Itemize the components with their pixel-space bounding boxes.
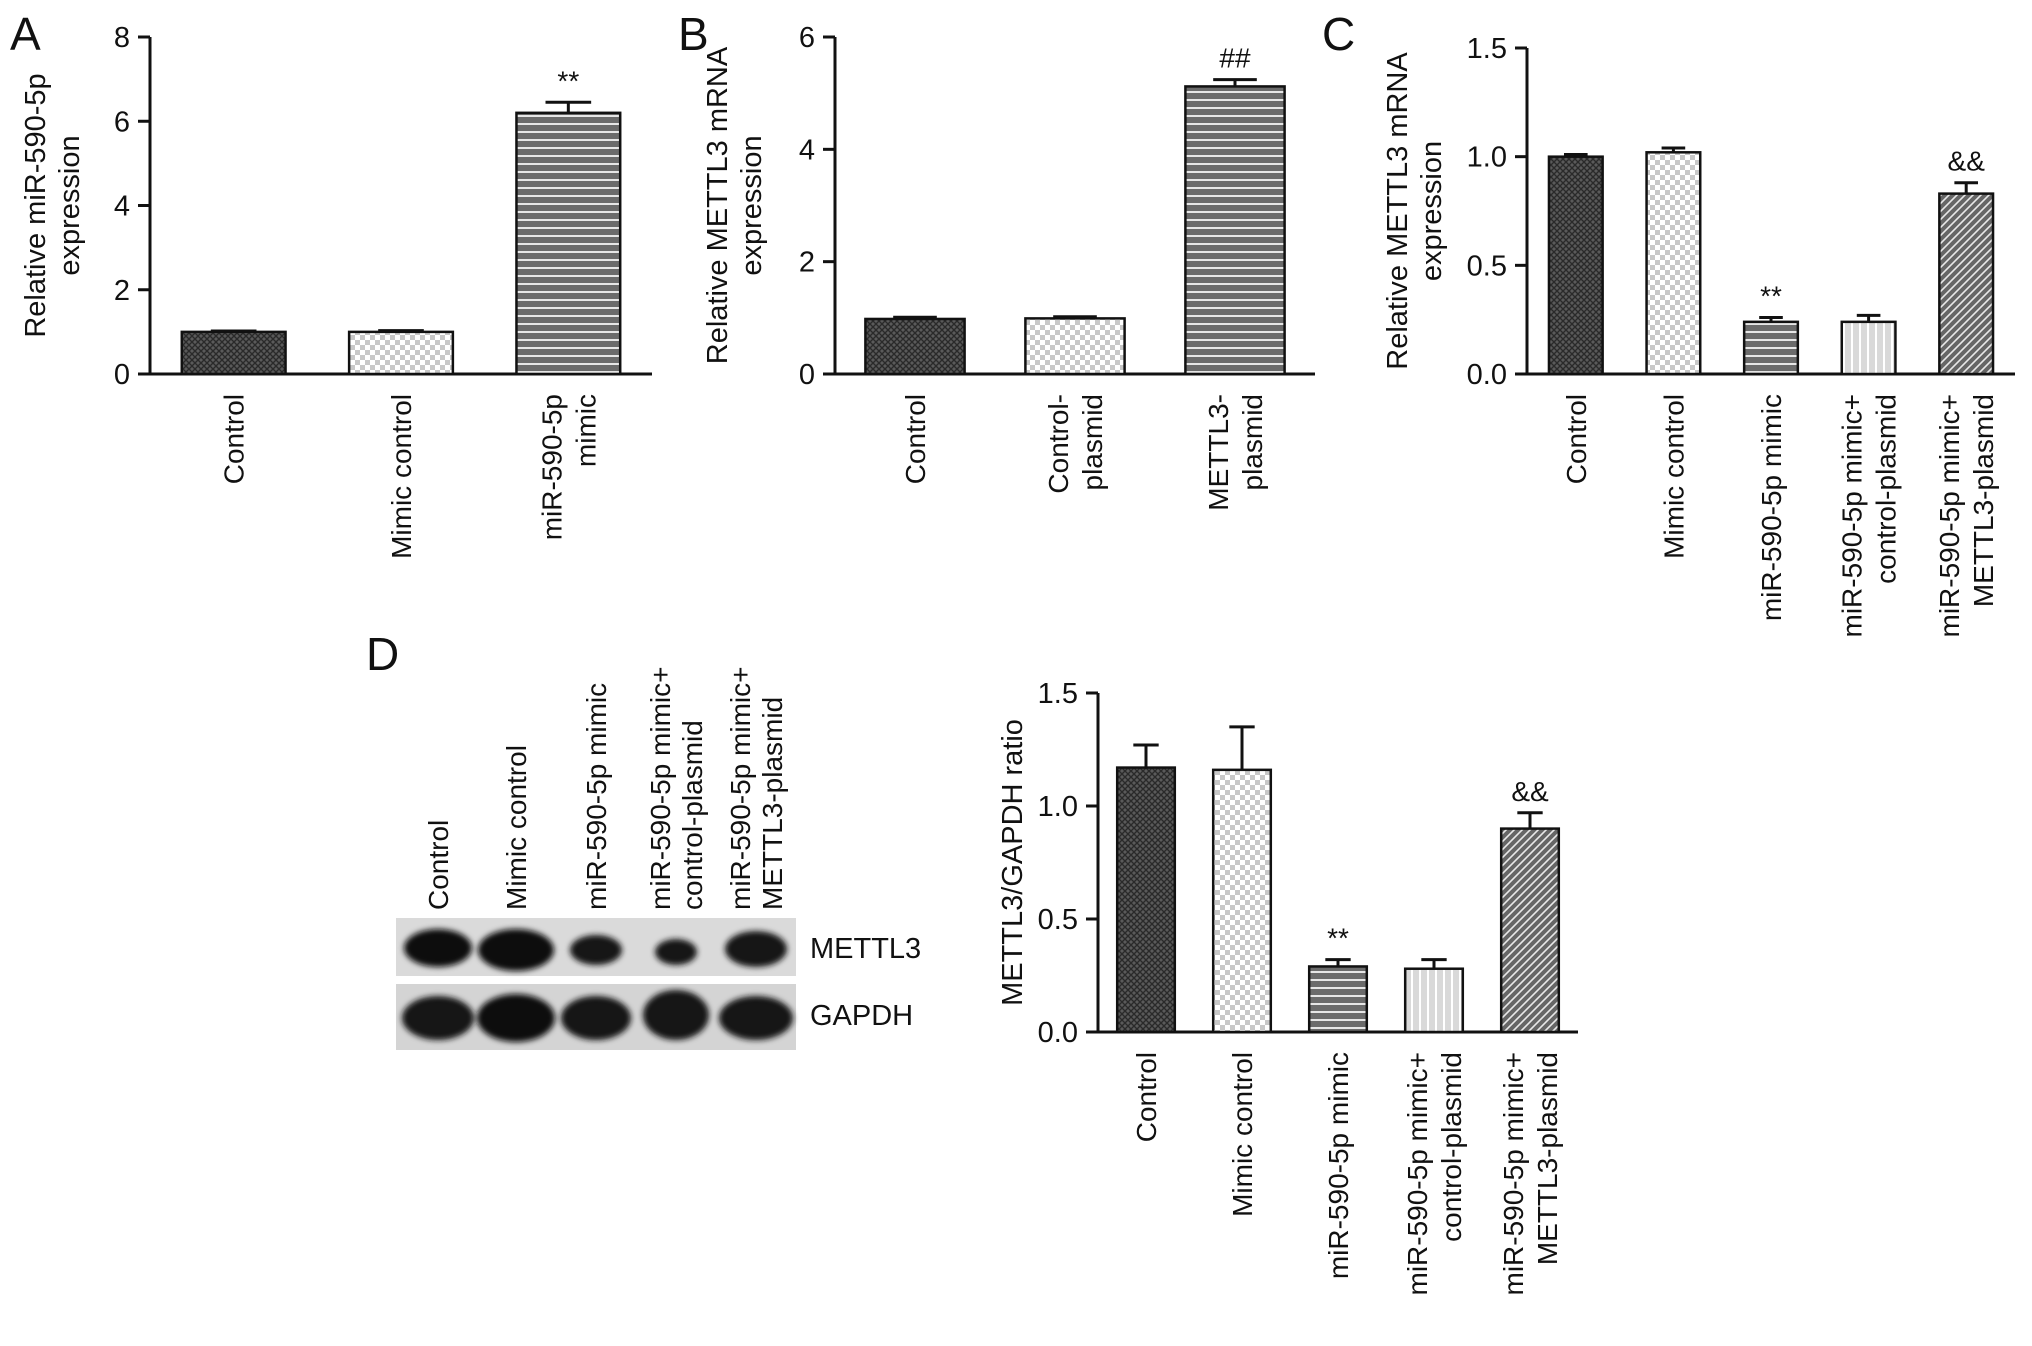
y-tick-label: 0.0 <box>1038 1017 1078 1049</box>
bar <box>1645 151 1702 376</box>
bar <box>180 330 287 376</box>
chart-panel-b: 0 2 4 6 Relative METTL3 mRNAexpression Contro… <box>702 22 1315 511</box>
chart-panel-c: 0.0 0.5 1.0 1.5 Relative METTL3 mRNAexpressi… <box>1382 33 2015 638</box>
category-label: METTL3- plasmid <box>1203 394 1268 511</box>
category-label: Mimic control <box>386 394 417 559</box>
category-label: Control <box>1131 1052 1162 1142</box>
y-tick-label: 0.5 <box>1467 250 1507 282</box>
chart-panel-d: 0.0 0.5 1.0 1.5 METTL3/GAPDH ratio Control Mim… <box>997 678 1578 1296</box>
chart-panel-a: 0 2 4 6 8 Relative miR-590-5pexpression Contro… <box>20 22 652 559</box>
blot-lane-label: Mimic control <box>501 745 532 910</box>
y-tick-label: 1.0 <box>1038 791 1078 823</box>
y-tick-label: 0 <box>114 359 130 391</box>
significance-marker: ## <box>1219 43 1251 74</box>
blot-lane-labels: Control Mimic control miR-590-5p mimic miR-… <box>423 667 788 911</box>
y-tick-label: 0.0 <box>1467 359 1507 391</box>
bar <box>1307 965 1369 1034</box>
category-label: Control-plasmid <box>1043 394 1108 494</box>
y-axis-title-c: Relative METTL3 mRNAexpression <box>1382 52 1448 370</box>
bar <box>1024 317 1126 376</box>
bar <box>1938 192 1995 376</box>
y-tick-label: 2 <box>114 275 130 307</box>
blot-label-gapdh: GAPDH <box>810 1000 913 1032</box>
blot-band <box>477 994 555 1042</box>
y-tick-label: 1.5 <box>1038 678 1078 710</box>
y-tick-label: 6 <box>114 106 130 138</box>
bar <box>1211 768 1273 1034</box>
y-tick-label: 1.0 <box>1467 142 1507 174</box>
bar <box>1184 85 1286 376</box>
y-tick-label: 6 <box>799 22 815 54</box>
category-label: Control <box>1561 394 1592 484</box>
blot-band <box>561 996 631 1040</box>
blot-lane-label: miR-590-5p mimic+METTL3-plasmid <box>725 667 788 911</box>
y-tick-label: 1.5 <box>1467 33 1507 65</box>
blot-lane-label: miR-590-5p mimic <box>581 683 612 910</box>
y-tick-label: 0 <box>799 359 815 391</box>
blot-lane-label: Control <box>423 820 454 910</box>
category-label: miR-590-5p mimic <box>536 394 601 540</box>
blot-lane-label: miR-590-5p mimic+control-plasmid <box>645 667 708 911</box>
gapdh-bands <box>402 990 793 1042</box>
y-tick-label: 2 <box>799 247 815 279</box>
y-tick-label: 4 <box>114 191 130 223</box>
y-axis-title-a: Relative miR-590-5pexpression <box>20 73 86 337</box>
category-label: Control <box>900 394 931 484</box>
blot-band <box>719 996 793 1040</box>
panel-letter-a: A <box>10 8 41 60</box>
bar <box>1547 155 1604 376</box>
blot-label-mettl3: METTL3 <box>810 933 921 965</box>
y-axis-title-d: METTL3/GAPDH ratio <box>997 719 1029 1006</box>
bar <box>1742 320 1800 376</box>
category-label: miR-590-5p mimic+ METTL3-plasmid <box>1934 394 1999 638</box>
category-label: miR-590-5p mimic <box>1756 394 1787 621</box>
significance-marker: ** <box>557 65 579 96</box>
significance-marker: ** <box>1760 280 1782 311</box>
significance-marker: ** <box>1327 923 1349 954</box>
western-blot: Control Mimic control miR-590-5p mimic miR-… <box>396 667 921 1050</box>
category-label: Control <box>219 394 250 484</box>
bar <box>1499 827 1561 1034</box>
y-tick-label: 0.5 <box>1038 904 1078 936</box>
panel-letter-d: D <box>366 628 399 680</box>
mettl3-bands <box>404 929 787 971</box>
bar <box>1840 320 1897 376</box>
y-axis-title-b: Relative METTL3 mRNAexpression <box>702 46 768 364</box>
category-label: miR-590-5p mimic+ METTL3-plasmid <box>1498 1052 1563 1296</box>
category-label: Mimic control <box>1227 1052 1258 1217</box>
blot-band <box>478 929 554 971</box>
y-tick-label: 8 <box>114 22 130 54</box>
blot-band <box>402 996 474 1040</box>
category-label: miR-590-5p mimic <box>1323 1052 1354 1279</box>
bar <box>515 111 622 376</box>
blot-band <box>725 931 787 967</box>
blot-band <box>643 990 709 1040</box>
y-tick-label: 4 <box>799 134 815 166</box>
panel-letter-c: C <box>1322 8 1355 60</box>
bar <box>864 317 966 376</box>
significance-marker: && <box>1948 146 1986 177</box>
blot-band <box>404 929 472 967</box>
significance-marker: && <box>1511 776 1549 807</box>
category-label: miR-590-5p mimic+ control-plasmid <box>1402 1052 1467 1296</box>
blot-band <box>655 939 697 965</box>
bar <box>1115 766 1177 1034</box>
blot-band <box>570 935 622 965</box>
bar <box>1403 967 1465 1034</box>
bar <box>347 330 455 376</box>
category-label: miR-590-5p mimic+ control-plasmid <box>1837 394 1902 638</box>
panel-letter-b: B <box>678 8 709 60</box>
category-label: Mimic control <box>1658 394 1689 559</box>
